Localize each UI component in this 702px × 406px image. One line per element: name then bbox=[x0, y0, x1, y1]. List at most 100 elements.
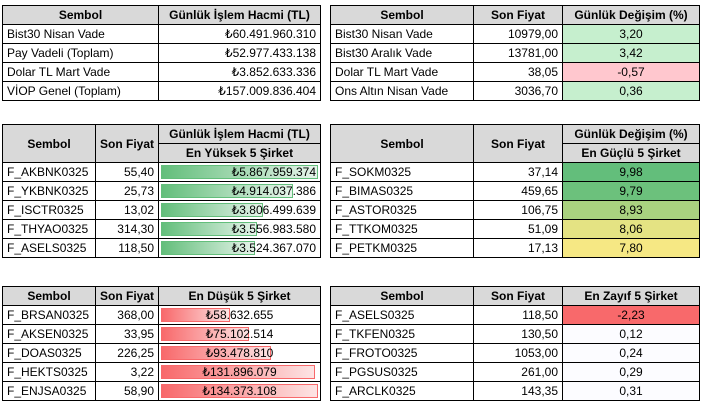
data-bar bbox=[161, 184, 293, 198]
change-cell: 8,06 bbox=[562, 219, 700, 239]
symbol-cell: F_AKBNK0325 bbox=[2, 162, 96, 182]
change-cell: -0,57 bbox=[562, 62, 700, 82]
table-subheader-row: En Yüksek 5 Şirket bbox=[3, 143, 321, 163]
table-row: VİOP Genel (Toplam) ₺157.009.836.404 bbox=[2, 81, 321, 101]
header-daily-change: Günlük Değişim (%) bbox=[562, 124, 700, 144]
volume-cell: ₺3.852.633.336 bbox=[158, 62, 321, 82]
symbol-cell: Bist30 Nisan Vade bbox=[2, 24, 159, 44]
header-symbol: Sembol bbox=[2, 5, 159, 25]
volume-cell: ₺52.977.433.138 bbox=[158, 43, 321, 63]
volume-value: ₺4.914.037.386 bbox=[231, 184, 316, 198]
data-bar bbox=[161, 346, 271, 360]
volume-cell: ₺93.478.810 bbox=[158, 343, 321, 363]
top-volume-table: Sembol Son Fiyat Günlük İşlem Hacmi (TL)… bbox=[2, 124, 321, 258]
price-cell: 118,50 bbox=[473, 305, 563, 325]
volume-value: ₺75.102.514 bbox=[205, 327, 274, 341]
table-row: F_ASELS0325 118,50 -2,23 bbox=[330, 305, 700, 325]
table-row: Dolar TL Mart Vade 38,05 -0,57 bbox=[330, 62, 700, 82]
table-subheader-row: En Güçlü 5 Şirket bbox=[331, 143, 700, 163]
table-row: F_FROTO0325 1053,00 0,24 bbox=[330, 343, 700, 363]
header-last-price: Son Fiyat bbox=[473, 5, 563, 25]
header-last-price: Son Fiyat bbox=[473, 124, 563, 163]
data-bar bbox=[161, 384, 318, 398]
change-cell: 0,29 bbox=[562, 362, 700, 382]
data-bar bbox=[161, 327, 249, 341]
price-cell: 10979,00 bbox=[473, 24, 563, 44]
strongest-table: Sembol Son Fiyat Günlük Değişim (%) En G… bbox=[330, 124, 700, 258]
volume-value: ₺131.896.079 bbox=[202, 365, 277, 379]
header-symbol: Sembol bbox=[330, 5, 474, 25]
change-cell: 0,24 bbox=[562, 343, 700, 363]
change-cell: 0,12 bbox=[562, 324, 700, 344]
symbol-cell: F_DOAS0325 bbox=[2, 343, 96, 363]
table-row: F_AKBNK0325 55,40 ₺5.867.959.374 bbox=[2, 162, 321, 182]
data-bar bbox=[161, 165, 318, 179]
header-weakest-5: En Zayıf 5 Şirket bbox=[562, 286, 700, 306]
header-last-price: Son Fiyat bbox=[473, 286, 563, 306]
symbol-cell: VİOP Genel (Toplam) bbox=[2, 81, 159, 101]
symbol-cell: F_ENJSA0325 bbox=[2, 381, 96, 401]
symbol-cell: Bist30 Nisan Vade bbox=[330, 24, 474, 44]
header-symbol: Sembol bbox=[2, 286, 96, 306]
viop-volume-table: Sembol Günlük İşlem Hacmi (TL) Bist30 Ni… bbox=[2, 5, 321, 101]
price-cell: 130,50 bbox=[473, 324, 563, 344]
symbol-cell: F_FROTO0325 bbox=[330, 343, 474, 363]
subheader-top-5: En Yüksek 5 Şirket bbox=[158, 143, 321, 163]
table-row: Dolar TL Mart Vade ₺3.852.633.336 bbox=[2, 62, 321, 82]
change-cell: 9,79 bbox=[562, 181, 700, 201]
symbol-cell: F_PGSUS0325 bbox=[330, 362, 474, 382]
price-cell: 1053,00 bbox=[473, 343, 563, 363]
symbol-cell: Bist30 Aralık Vade bbox=[330, 43, 474, 63]
volume-value: ₺134.373.108 bbox=[202, 384, 277, 398]
table-row: F_HEKTS0325 3,22 ₺131.896.079 bbox=[2, 362, 321, 382]
price-cell: 37,14 bbox=[473, 162, 563, 182]
volume-value: ₺93.478.810 bbox=[205, 346, 274, 360]
header-symbol: Sembol bbox=[2, 124, 96, 163]
price-cell: 106,75 bbox=[473, 200, 563, 220]
symbol-cell: F_PETKM0325 bbox=[330, 238, 474, 258]
price-cell: 58,90 bbox=[95, 381, 159, 401]
price-cell: 261,00 bbox=[473, 362, 563, 382]
symbol-cell: F_YKBNK0325 bbox=[2, 181, 96, 201]
volume-value: ₺3.806.499.639 bbox=[231, 203, 316, 217]
change-cell: -2,23 bbox=[562, 305, 700, 325]
lowest-volume-table: Sembol Son Fiyat En Düşük 5 Şirket F_BRS… bbox=[2, 286, 321, 401]
price-cell: 13781,00 bbox=[473, 43, 563, 63]
volume-cell: ₺3.806.499.639 bbox=[158, 200, 321, 220]
change-cell: 7,80 bbox=[562, 238, 700, 258]
symbol-cell: F_ARCLK0325 bbox=[330, 381, 474, 401]
price-cell: 38,05 bbox=[473, 62, 563, 82]
symbol-cell: F_ASELS0325 bbox=[330, 305, 474, 325]
table-row: F_THYAO0325 314,30 ₺3.556.983.580 bbox=[2, 219, 321, 239]
header-volume: Günlük İşlem Hacmi (TL) bbox=[158, 5, 321, 25]
symbol-cell: F_BRSAN0325 bbox=[2, 305, 96, 325]
symbol-cell: Ons Altın Nisan Vade bbox=[330, 81, 474, 101]
price-cell: 459,65 bbox=[473, 181, 563, 201]
volume-cell: ₺58.632.655 bbox=[158, 305, 321, 325]
volume-value: ₺5.867.959.374 bbox=[231, 165, 316, 179]
symbol-cell: F_ASELS0325 bbox=[2, 238, 96, 258]
volume-cell: ₺3.524.367.070 bbox=[158, 238, 321, 258]
symbol-cell: F_SOKM0325 bbox=[330, 162, 474, 182]
table-header-row: Sembol Son Fiyat En Düşük 5 Şirket bbox=[2, 286, 321, 306]
data-bar bbox=[161, 203, 264, 217]
table-row: F_ASTOR0325 106,75 8,93 bbox=[330, 200, 700, 220]
table-header-row: Sembol Son Fiyat Günlük İşlem Hacmi (TL) bbox=[2, 124, 321, 163]
subheader-strongest-5: En Güçlü 5 Şirket bbox=[562, 143, 700, 163]
price-cell: 13,02 bbox=[95, 200, 159, 220]
header-daily-change: Günlük Değişim (%) bbox=[562, 5, 700, 25]
change-cell: 3,20 bbox=[562, 24, 700, 44]
symbol-cell: F_THYAO0325 bbox=[2, 219, 96, 239]
header-last-price: Son Fiyat bbox=[95, 286, 159, 306]
volume-cell: ₺131.896.079 bbox=[158, 362, 321, 382]
table-row: Ons Altın Nisan Vade 3036,70 0,36 bbox=[330, 81, 700, 101]
symbol-cell: F_TTKOM0325 bbox=[330, 219, 474, 239]
header-lowest-5: En Düşük 5 Şirket bbox=[158, 286, 321, 306]
price-cell: 314,30 bbox=[95, 219, 159, 239]
price-cell: 17,13 bbox=[473, 238, 563, 258]
price-cell: 51,09 bbox=[473, 219, 563, 239]
data-bar bbox=[161, 365, 315, 379]
table-row: F_DOAS0325 226,25 ₺93.478.810 bbox=[2, 343, 321, 363]
volume-cell: ₺60.491.960.310 bbox=[158, 24, 321, 44]
table-row: F_BRSAN0325 368,00 ₺58.632.655 bbox=[2, 305, 321, 325]
